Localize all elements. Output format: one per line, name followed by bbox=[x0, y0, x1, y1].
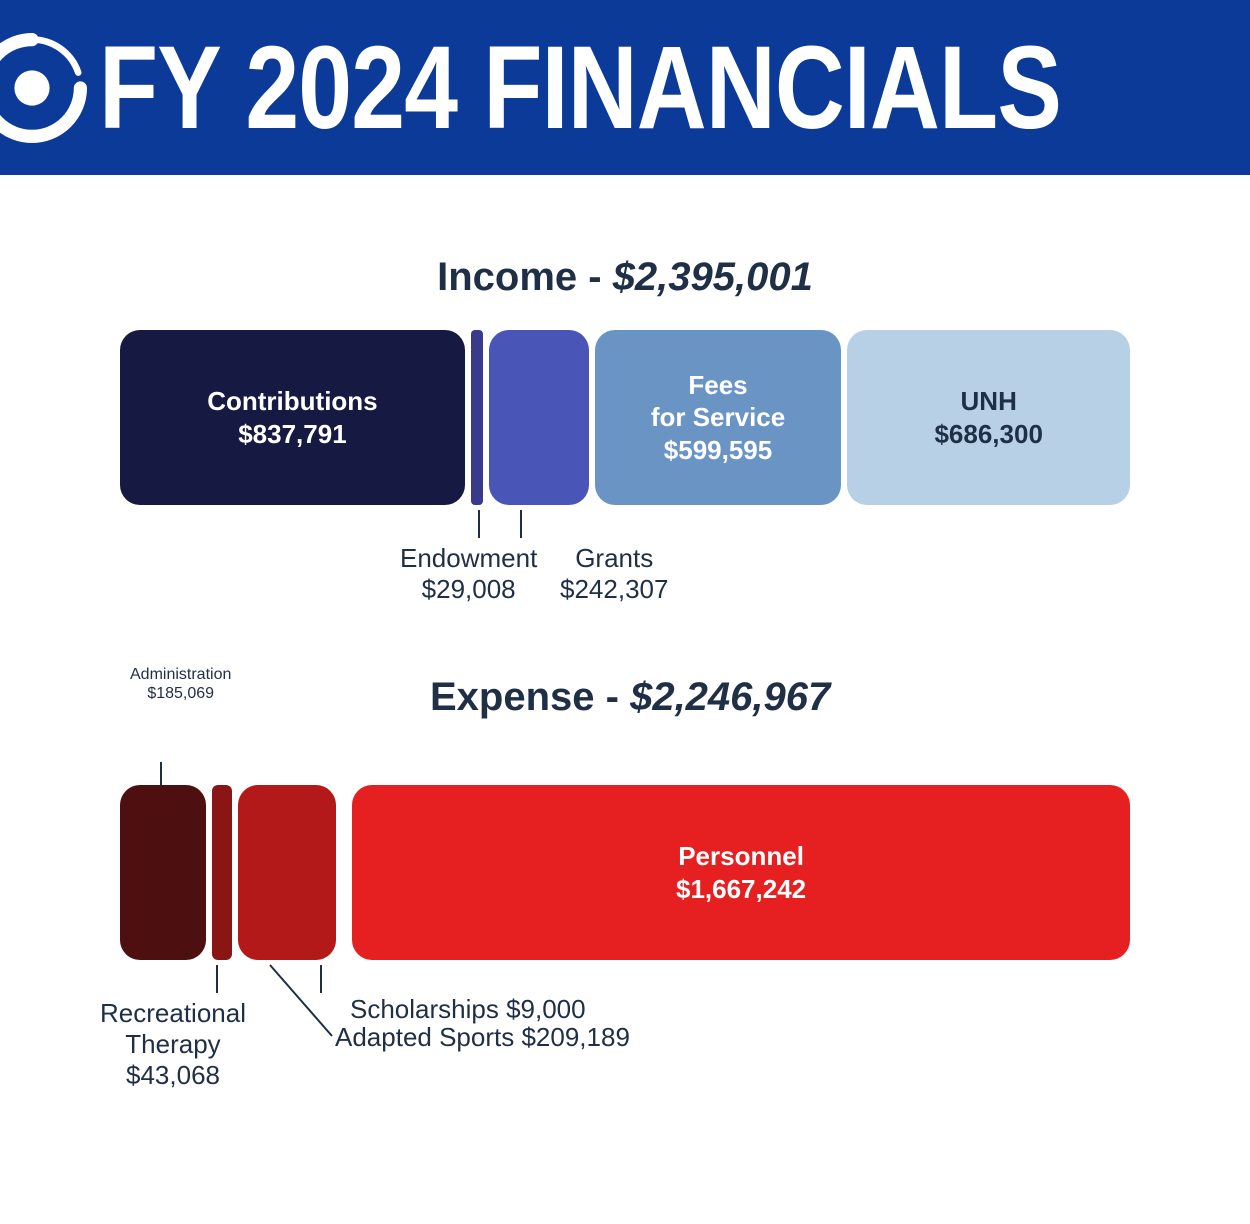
grants-tick bbox=[520, 510, 522, 538]
rectherapy-tick bbox=[216, 965, 218, 993]
expense-bar: Personnel$1,667,242 bbox=[120, 785, 1130, 960]
expense-callouts: Recreational Therapy $43,068 Scholarship… bbox=[120, 970, 1130, 1110]
segment-personnel: Personnel$1,667,242 bbox=[352, 785, 1130, 960]
segment-scholarships bbox=[342, 785, 346, 960]
grants-label: Grants bbox=[575, 543, 653, 573]
administration-value: $185,069 bbox=[147, 685, 214, 702]
endowment-value: $29,008 bbox=[422, 574, 516, 604]
expense-total: $2,246,967 bbox=[630, 675, 830, 719]
rectherapy-label1: Recreational bbox=[100, 998, 246, 1028]
segment-contributions: Contributions$837,791 bbox=[120, 330, 465, 505]
income-title: Income - $2,395,001 bbox=[120, 255, 1130, 300]
scholarships-text: Scholarships $9,000 bbox=[350, 994, 586, 1024]
income-total: $2,395,001 bbox=[613, 255, 813, 299]
expense-top-row: Administration $185,069 Expense - $2,246… bbox=[120, 665, 1130, 785]
scholarships-callout: Scholarships $9,000 bbox=[350, 994, 586, 1025]
segment-unh: UNH$686,300 bbox=[847, 330, 1130, 505]
banner: FY 2024 FINANCIALS bbox=[0, 0, 1250, 175]
banner-title: FY 2024 FINANCIALS bbox=[99, 29, 1061, 147]
endowment-callout: Endowment $29,008 bbox=[400, 543, 537, 605]
rectherapy-value: $43,068 bbox=[126, 1060, 220, 1090]
scholarships-tick bbox=[320, 965, 322, 993]
rectherapy-label2: Therapy bbox=[125, 1029, 220, 1059]
grants-callout: Grants $242,307 bbox=[560, 543, 668, 605]
segment-adaptedsports bbox=[238, 785, 336, 960]
endowment-label: Endowment bbox=[400, 543, 537, 573]
adaptedsports-callout: Adapted Sports $209,189 bbox=[335, 1022, 630, 1053]
income-callouts: Endowment $29,008 Grants $242,307 bbox=[120, 515, 1130, 625]
segment-rectherapy bbox=[212, 785, 232, 960]
segment-grants bbox=[489, 330, 589, 505]
segment-endowment bbox=[471, 330, 483, 505]
administration-label: Administration bbox=[130, 666, 231, 683]
expense-section: Administration $185,069 Expense - $2,246… bbox=[0, 665, 1250, 1110]
grants-value: $242,307 bbox=[560, 574, 668, 604]
logo-icon bbox=[0, 33, 87, 143]
rectherapy-callout: Recreational Therapy $43,068 bbox=[100, 998, 246, 1092]
segment-fees: Feesfor Service$599,595 bbox=[595, 330, 842, 505]
administration-callout: Administration $185,069 bbox=[130, 665, 231, 703]
income-title-prefix: Income - bbox=[437, 255, 613, 299]
expense-title: Expense - $2,246,967 bbox=[430, 675, 830, 720]
endowment-tick bbox=[478, 510, 480, 538]
income-bar: Contributions$837,791 Feesfor Service$599… bbox=[120, 330, 1130, 505]
expense-title-prefix: Expense - bbox=[430, 675, 630, 719]
adaptedsports-connector bbox=[120, 970, 121, 971]
adaptedsports-text: Adapted Sports $209,189 bbox=[335, 1022, 630, 1052]
income-section: Income - $2,395,001 Contributions$837,79… bbox=[0, 255, 1250, 625]
segment-administration bbox=[120, 785, 206, 960]
